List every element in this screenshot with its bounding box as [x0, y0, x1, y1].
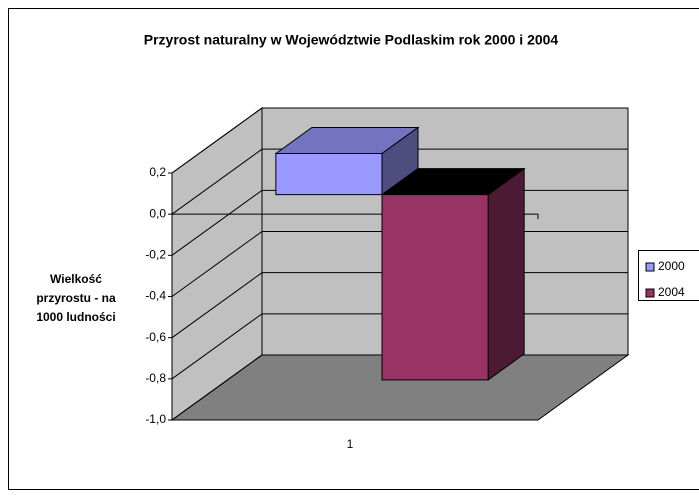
legend-swatch [645, 288, 655, 298]
grid-line [171, 107, 628, 174]
y-tick-label: 0,0 [149, 206, 166, 220]
bar [275, 153, 383, 196]
y-tick-label: -0,2 [145, 248, 166, 262]
y-tick-label: 0,2 [149, 165, 166, 179]
grid-line [171, 148, 628, 215]
y-axis-title: Wielkość przyrostu - na 1000 ludności [36, 272, 116, 324]
legend-swatch [645, 262, 655, 272]
y-tick-label: -0,4 [145, 289, 166, 303]
legend-label: 2004 [658, 285, 685, 299]
y-tick-label: -1,0 [145, 412, 166, 426]
x-tick-label: 1 [347, 437, 354, 451]
y-tick-label: -0,8 [145, 371, 166, 385]
chart-title: Przyrost naturalny w Województwie Podlas… [144, 32, 559, 48]
bar [381, 194, 489, 381]
y-tick-label: -0,6 [145, 330, 166, 344]
legend-label: 2000 [658, 259, 685, 273]
bar-side [487, 167, 525, 381]
